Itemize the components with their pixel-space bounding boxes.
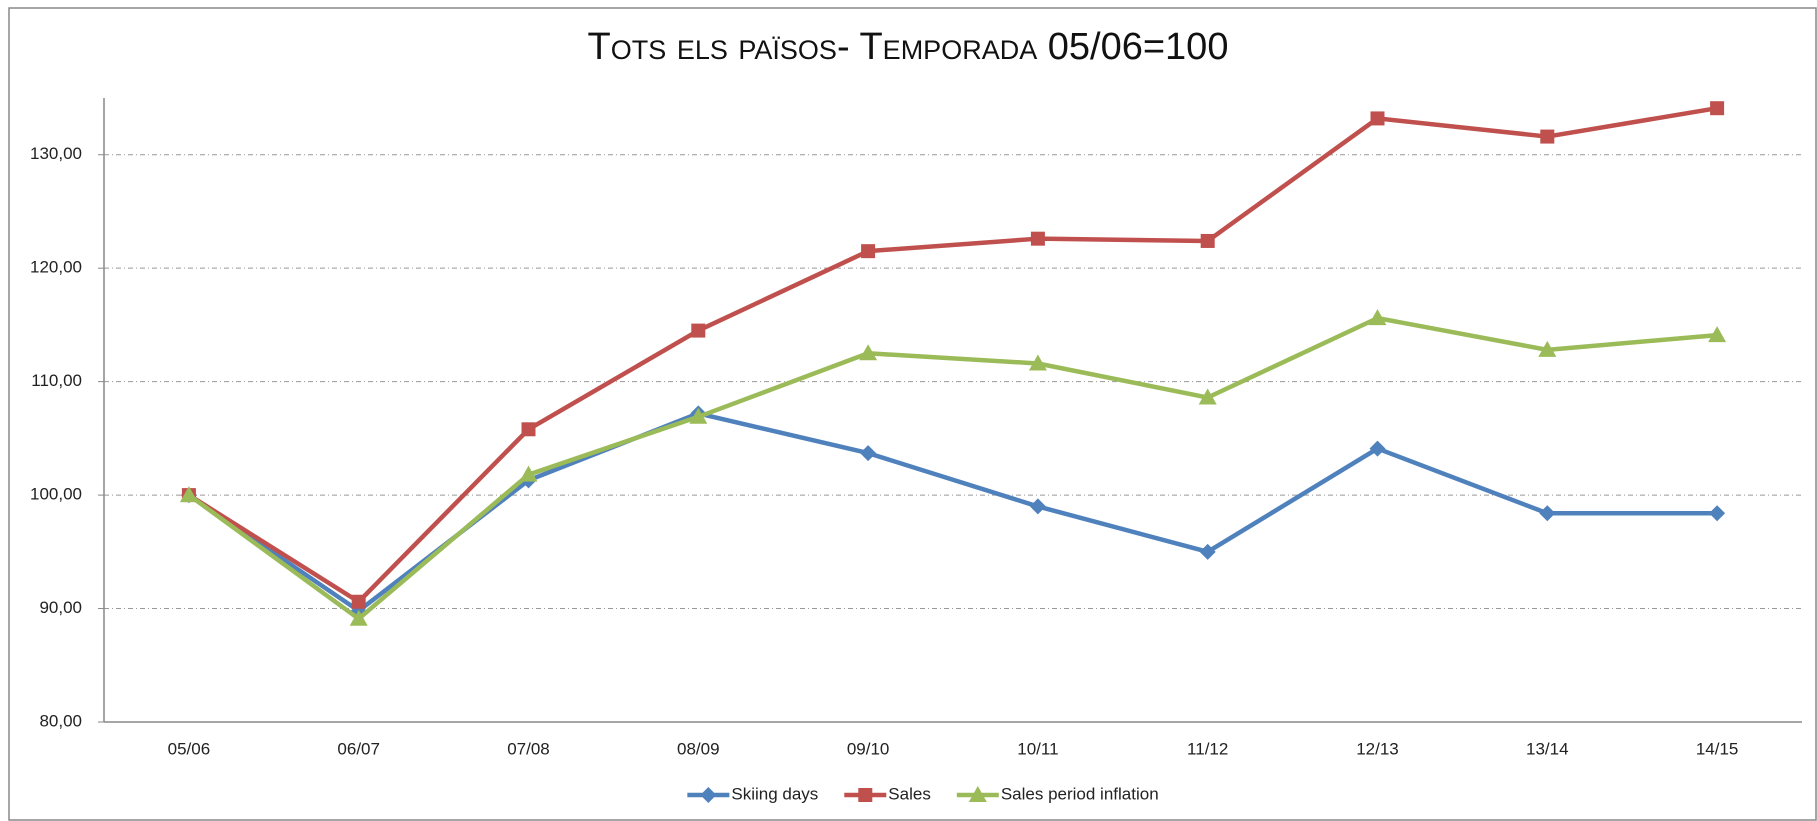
- data-point: [1538, 340, 1557, 357]
- legend-marker: [858, 788, 873, 802]
- x-tick-label: 05/06: [168, 739, 211, 758]
- data-point: [1370, 111, 1385, 126]
- series-line: [187, 315, 1718, 622]
- x-tick-label: 07/08: [507, 739, 550, 758]
- y-tick-label: 120,00: [30, 258, 82, 277]
- x-tick-label: 09/10: [847, 739, 890, 758]
- y-tick-label: 130,00: [30, 144, 82, 163]
- x-tick-label: 10/11: [1017, 739, 1058, 758]
- legend-label: Skiing days: [731, 784, 818, 803]
- y-tick-label: 80,00: [39, 711, 82, 730]
- data-point: [1198, 388, 1217, 405]
- y-tick-label: 90,00: [39, 598, 82, 617]
- x-tick-label: 06/07: [337, 739, 380, 758]
- legend-marker: [968, 786, 987, 802]
- data-point: [1028, 354, 1047, 371]
- data-point: [860, 445, 877, 462]
- data-point: [521, 422, 536, 437]
- data-point: [689, 407, 708, 424]
- data-point: [351, 594, 366, 609]
- legend-item: Sales period inflation: [956, 784, 1159, 803]
- x-tick-label: 13/14: [1526, 739, 1569, 758]
- legend-item: Skiing days: [687, 784, 818, 803]
- y-tick-label: 110,00: [31, 371, 82, 390]
- data-point: [1369, 440, 1386, 457]
- legend-item: Sales: [844, 784, 931, 803]
- data-point: [1708, 326, 1727, 343]
- data-point: [1029, 498, 1046, 515]
- x-tick-label: 12/13: [1356, 739, 1399, 758]
- data-point: [861, 244, 876, 259]
- x-tick-label: 11/12: [1187, 739, 1228, 758]
- series-line: [187, 105, 1718, 604]
- data-point: [1539, 505, 1556, 522]
- data-point: [349, 609, 368, 626]
- data-point: [1368, 309, 1387, 326]
- data-point: [1030, 231, 1045, 246]
- data-point: [1540, 129, 1555, 144]
- data-point: [1199, 543, 1216, 560]
- data-point: [519, 465, 538, 482]
- series-line: [187, 411, 1718, 614]
- legend-label: Sales period inflation: [1001, 784, 1159, 803]
- data-point: [1200, 233, 1215, 248]
- data-point: [859, 344, 878, 361]
- data-point: [691, 323, 706, 338]
- data-point: [179, 486, 198, 503]
- legend-label: Sales: [888, 784, 931, 803]
- legend-marker: [700, 787, 717, 803]
- data-point: [1710, 101, 1725, 116]
- chart-title: Tots els països- Temporada 05/06=100: [588, 26, 1229, 68]
- y-tick-label: 100,00: [30, 485, 82, 504]
- data-point: [1709, 505, 1726, 522]
- chart-frame: [8, 7, 1817, 821]
- x-tick-label: 14/15: [1696, 739, 1739, 758]
- x-tick-label: 08/09: [677, 739, 720, 758]
